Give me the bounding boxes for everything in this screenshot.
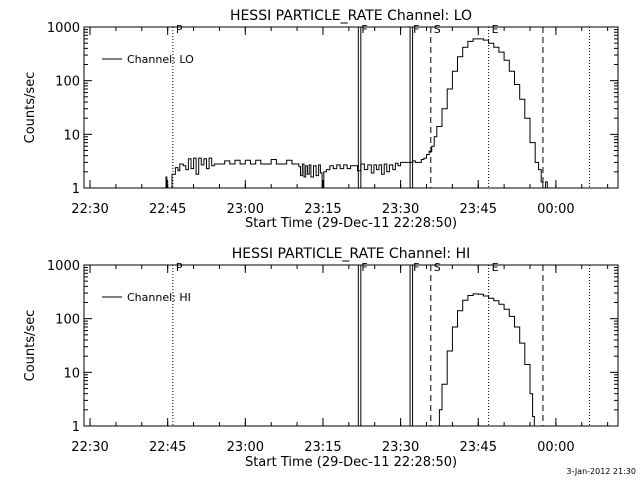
chart-panels: HESSI PARTICLE_RATE Channel: LO110100100… — [23, 8, 619, 470]
x-tick-label: 23:15 — [304, 202, 341, 217]
y-axis-label: Counts/sec — [23, 72, 38, 144]
x-tick-label: 00:00 — [537, 202, 574, 217]
x-tick-label: 22:45 — [149, 440, 186, 455]
chart-title: HESSI PARTICLE_RATE Channel: LO — [230, 8, 472, 24]
series-line — [436, 293, 535, 427]
chart-panel-1: HESSI PARTICLE_RATE Channel: LO 1 10 100 100… — [23, 8, 619, 231]
legend-label: Channel: LO — [127, 53, 194, 66]
chart-panel-2: HESSI PARTICLE_RATE Channel: HI 1 10 100 100… — [23, 246, 619, 470]
x-tick-label: 22:30 — [71, 202, 108, 217]
x-tick-label: 23:30 — [382, 202, 419, 217]
y-tick-label: 10 — [63, 128, 80, 143]
x-tick-label: 23:45 — [460, 440, 497, 455]
x-tick-label: 23:30 — [382, 440, 419, 455]
plot-frame — [83, 264, 619, 427]
x-tick-label: 23:00 — [227, 440, 264, 455]
series-line — [165, 38, 548, 189]
event-marker-label: S — [434, 261, 441, 274]
y-tick-label: 100 — [55, 313, 80, 328]
legend-label: Channel: HI — [127, 291, 191, 304]
event-marker-label: F — [413, 261, 419, 274]
event-marker-label: F — [361, 261, 367, 274]
generation-timestamp: 3-Jan-2012 21:30 — [566, 467, 636, 476]
y-tick-label: 1 — [72, 182, 80, 197]
event-marker-label: E — [492, 23, 499, 36]
event-marker-label: P — [176, 261, 183, 274]
x-axis-label: Start Time (29-Dec-11 22:28:50) — [245, 455, 457, 470]
x-tick-label: 23:45 — [460, 202, 497, 217]
event-marker-label: E — [492, 261, 499, 274]
y-tick-label: 1000 — [47, 21, 80, 36]
x-tick-label: 23:00 — [227, 202, 264, 217]
x-tick-label: 22:30 — [71, 440, 108, 455]
y-tick-label: 1 — [72, 420, 80, 435]
x-tick-label: 23:15 — [304, 440, 341, 455]
y-tick-label: 1000 — [47, 259, 80, 274]
y-tick-label: 100 — [55, 75, 80, 90]
event-marker-label: S — [434, 23, 441, 36]
chart-title: HESSI PARTICLE_RATE Channel: HI — [232, 246, 470, 262]
event-marker-label: F — [413, 23, 419, 36]
y-tick-label: 10 — [63, 366, 80, 381]
x-tick-label: 00:00 — [537, 440, 574, 455]
x-tick-label: 22:45 — [149, 202, 186, 217]
plot-frame — [83, 26, 619, 189]
event-marker-label: P — [176, 23, 183, 36]
event-marker-label: F — [361, 23, 367, 36]
y-axis-label: Counts/sec — [23, 310, 38, 382]
x-axis-label: Start Time (29-Dec-11 22:28:50) — [245, 216, 457, 231]
